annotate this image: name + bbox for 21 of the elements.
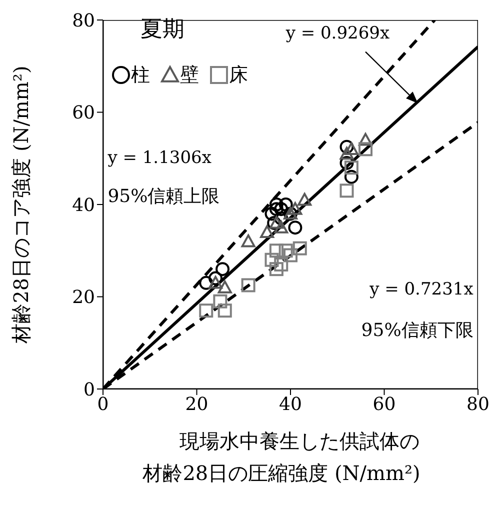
y-tick-label: 40 — [72, 194, 95, 216]
legend-label: 壁 — [180, 63, 199, 88]
annotation: y = 1.1306x — [106, 148, 212, 168]
y-tick-label: 0 — [84, 379, 95, 400]
annotation: 95%信頼上限 — [108, 186, 220, 208]
x-tick-label: 20 — [185, 394, 208, 415]
legend-label: 柱 — [131, 63, 150, 88]
y-tick-label: 60 — [72, 102, 95, 124]
y-tick-label: 20 — [72, 287, 95, 308]
y-tick-label: 80 — [72, 10, 95, 32]
x-tick-label: 60 — [372, 394, 396, 415]
x-tick-label: 80 — [466, 394, 490, 415]
x-tick-label: 0 — [97, 394, 109, 415]
x-tick-label: 40 — [279, 394, 302, 415]
annotation: 夏期 — [140, 17, 184, 42]
annotation: y = 0.9269x — [284, 23, 390, 44]
annotation: 95%信頼下限 — [361, 320, 474, 341]
y-axis-title: 材齢28日のコア強度 (N/mm²) — [9, 66, 33, 344]
legend-label: 床 — [229, 63, 248, 88]
x-axis-title: 現場水中養生した供試体の材齢28日の圧縮強度 (N/mm²) — [142, 428, 422, 487]
annotation: y = 0.7231x — [368, 279, 474, 300]
